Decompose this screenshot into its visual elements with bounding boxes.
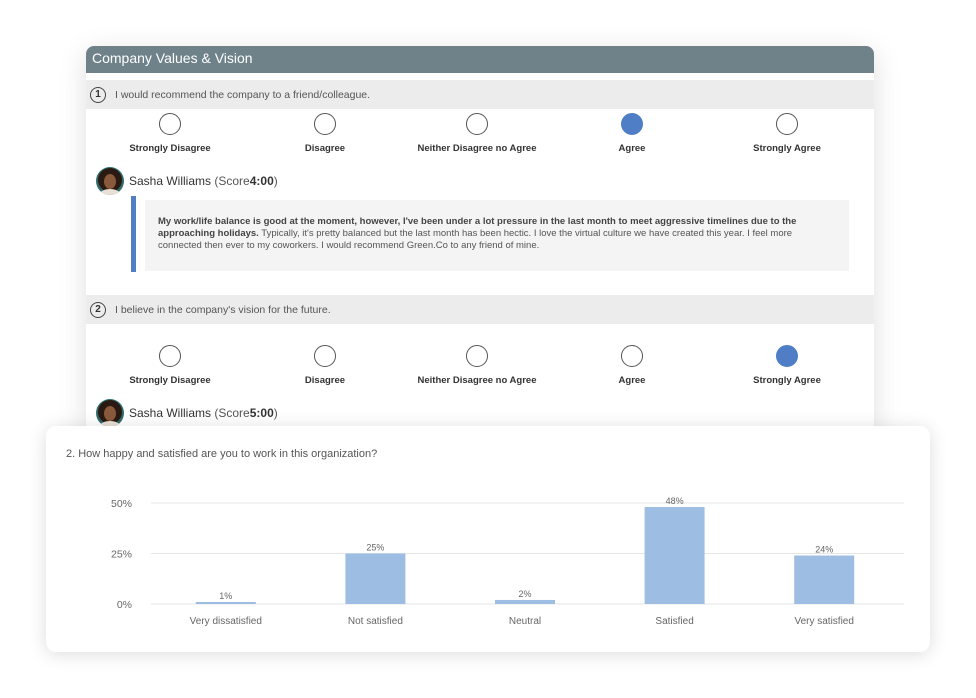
- q2-radio-strongly-disagree[interactable]: [159, 345, 181, 367]
- bar: [644, 507, 705, 604]
- question-1-bar: 1 I would recommend the company to a fri…: [86, 80, 874, 109]
- q2-radio-agree[interactable]: [621, 345, 643, 367]
- y-tick-label: 0%: [117, 599, 132, 611]
- q2-radio-neither[interactable]: [466, 345, 488, 367]
- q1-option-neither[interactable]: Neither Disagree no Agree: [402, 113, 552, 154]
- question-2-text: I believe in the company's vision for th…: [115, 303, 331, 316]
- chart-card: 2. How happy and satisfied are you to wo…: [46, 426, 930, 652]
- data-label: 2%: [518, 589, 531, 599]
- q2-option-strongly-disagree[interactable]: Strongly Disagree: [95, 345, 245, 386]
- q2-radio-strongly-agree[interactable]: [776, 345, 798, 367]
- comment-text: My work/life balance is good at the mome…: [145, 200, 849, 271]
- category-label: Very satisfied: [794, 616, 853, 627]
- y-tick-label: 50%: [111, 498, 132, 510]
- q1-radio-agree[interactable]: [621, 113, 643, 135]
- category-label: Not satisfied: [348, 616, 403, 627]
- question-1-number: 1: [90, 86, 106, 103]
- bar-chart: 0% 25% 50% 1% Very dissatisfied 25% Not satisf…: [111, 496, 904, 627]
- y-tick-label: 25%: [111, 549, 132, 561]
- avatar: [96, 167, 124, 195]
- q1-radio-disagree[interactable]: [314, 113, 336, 135]
- question-1-text: I would recommend the company to a frien…: [115, 88, 371, 101]
- data-label: 25%: [366, 543, 384, 553]
- q1-comment: My work/life balance is good at the mome…: [131, 196, 849, 272]
- bar: [345, 553, 406, 604]
- chart-title: 2. How happy and satisfied are you to wo…: [66, 448, 378, 460]
- q2-radio-disagree[interactable]: [314, 345, 336, 367]
- category-label: Neutral: [509, 616, 541, 627]
- q1-option-agree[interactable]: Agree: [557, 113, 707, 154]
- q2-option-neither[interactable]: Neither Disagree no Agree: [402, 345, 552, 386]
- q1-radio-strongly-agree[interactable]: [776, 113, 798, 135]
- avatar: [96, 399, 124, 427]
- reviewer-score: 4:00: [249, 174, 274, 188]
- survey-panel: Company Values & Vision 1 I would recomm…: [86, 46, 874, 436]
- data-label: 1%: [219, 591, 232, 601]
- q2-reviewer: Sasha Williams (Score 5:00): [96, 399, 278, 427]
- reviewer-name: Sasha Williams: [129, 406, 212, 420]
- bar: [794, 555, 855, 604]
- data-label: 48%: [666, 496, 684, 506]
- data-label: 24%: [815, 545, 833, 555]
- q1-radio-strongly-disagree[interactable]: [159, 113, 181, 135]
- q1-option-strongly-agree[interactable]: Strongly Agree: [712, 113, 862, 154]
- q2-option-agree[interactable]: Agree: [557, 345, 707, 386]
- q2-option-disagree[interactable]: Disagree: [250, 345, 400, 386]
- bar: [195, 601, 256, 604]
- q2-option-strongly-agree[interactable]: Strongly Agree: [712, 345, 862, 386]
- q1-radio-neither[interactable]: [466, 113, 488, 135]
- reviewer-name: Sasha Williams: [129, 174, 212, 188]
- q1-option-disagree[interactable]: Disagree: [250, 113, 400, 154]
- question-2-number: 2: [90, 301, 106, 318]
- q1-reviewer: Sasha Williams (Score 4:00): [96, 167, 278, 195]
- bar: [495, 599, 555, 604]
- q1-option-strongly-disagree[interactable]: Strongly Disagree: [95, 113, 245, 154]
- comment-accent-bar: [131, 196, 136, 272]
- category-label: Very dissatisfied: [190, 616, 262, 627]
- survey-section-title: Company Values & Vision: [86, 46, 874, 73]
- category-label: Satisfied: [655, 616, 693, 627]
- reviewer-score: 5:00: [249, 406, 274, 420]
- question-2-bar: 2 I believe in the company's vision for …: [86, 295, 874, 324]
